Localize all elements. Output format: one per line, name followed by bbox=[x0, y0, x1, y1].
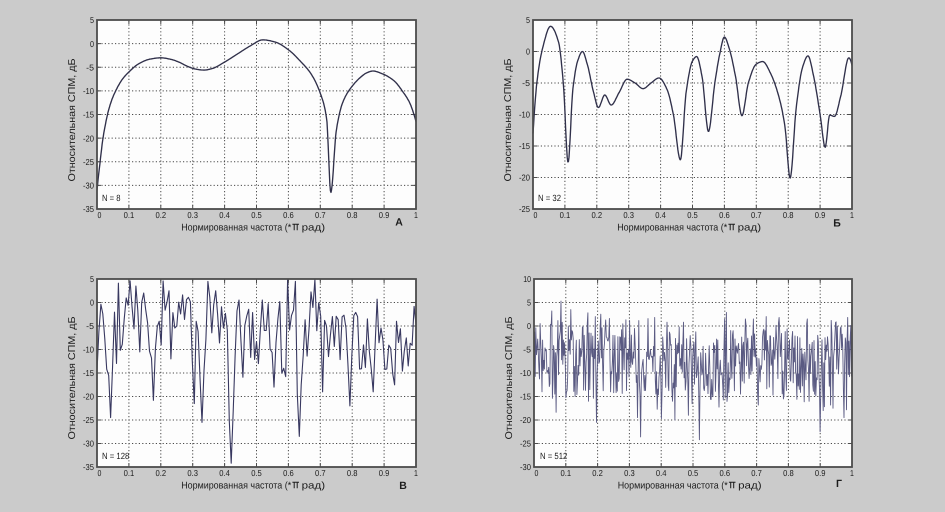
svg-text:0.9: 0.9 bbox=[815, 210, 826, 220]
svg-text:0.4: 0.4 bbox=[655, 210, 666, 220]
svg-text:0.4: 0.4 bbox=[656, 468, 667, 478]
svg-text:0.1: 0.1 bbox=[124, 468, 135, 478]
svg-text:В: В bbox=[399, 480, 407, 492]
svg-text:-25: -25 bbox=[83, 415, 94, 425]
svg-text:0.8: 0.8 bbox=[347, 210, 358, 220]
svg-text:Нормированная частота (*: Нормированная частота (* bbox=[618, 480, 728, 491]
svg-text:0.3: 0.3 bbox=[187, 210, 198, 220]
svg-text:0: 0 bbox=[535, 468, 539, 478]
svg-text:0.5: 0.5 bbox=[687, 210, 698, 220]
svg-text:0.6: 0.6 bbox=[720, 468, 731, 478]
svg-text:0.4: 0.4 bbox=[219, 210, 230, 220]
svg-text:0.6: 0.6 bbox=[283, 468, 294, 478]
svg-text:5: 5 bbox=[90, 15, 94, 25]
svg-text:-30: -30 bbox=[520, 462, 531, 472]
svg-text:0.4: 0.4 bbox=[219, 468, 230, 478]
svg-text:-25: -25 bbox=[519, 204, 530, 214]
svg-text:0.7: 0.7 bbox=[315, 468, 326, 478]
svg-text:0.9: 0.9 bbox=[379, 210, 390, 220]
svg-text:0: 0 bbox=[98, 210, 102, 220]
svg-text:-20: -20 bbox=[83, 133, 94, 143]
svg-text:Относительная СПМ, дБ: Относительная СПМ, дБ bbox=[67, 317, 78, 440]
svg-text:N = 128: N = 128 bbox=[102, 451, 129, 461]
svg-text:0: 0 bbox=[534, 210, 538, 220]
svg-text:-35: -35 bbox=[83, 204, 94, 214]
svg-text:0.6: 0.6 bbox=[719, 210, 730, 220]
svg-text:-10: -10 bbox=[519, 110, 530, 120]
svg-text:рад): рад) bbox=[302, 480, 326, 491]
svg-text:рад): рад) bbox=[302, 222, 326, 233]
svg-text:0.3: 0.3 bbox=[187, 468, 198, 478]
svg-text:0.1: 0.1 bbox=[560, 210, 571, 220]
svg-text:0.5: 0.5 bbox=[688, 468, 699, 478]
svg-text:-10: -10 bbox=[83, 86, 94, 96]
svg-text:N = 32: N = 32 bbox=[538, 193, 561, 203]
svg-text:-25: -25 bbox=[520, 439, 531, 449]
svg-text:0.8: 0.8 bbox=[783, 210, 794, 220]
svg-text:0.5: 0.5 bbox=[251, 468, 262, 478]
svg-text:5: 5 bbox=[90, 274, 94, 284]
svg-text:N = 512: N = 512 bbox=[540, 451, 567, 461]
svg-text:0.1: 0.1 bbox=[124, 210, 135, 220]
svg-text:0.2: 0.2 bbox=[592, 210, 603, 220]
svg-text:0: 0 bbox=[90, 39, 94, 49]
svg-text:-20: -20 bbox=[519, 173, 530, 183]
svg-text:0: 0 bbox=[98, 468, 102, 478]
svg-text:-15: -15 bbox=[83, 110, 94, 120]
svg-text:-35: -35 bbox=[83, 462, 94, 472]
svg-text:0.9: 0.9 bbox=[379, 468, 390, 478]
svg-text:Нормированная частота (*: Нормированная частота (* bbox=[617, 222, 727, 233]
svg-text:0.3: 0.3 bbox=[623, 210, 634, 220]
svg-text:-15: -15 bbox=[83, 368, 94, 378]
svg-text:-30: -30 bbox=[83, 439, 94, 449]
svg-text:5: 5 bbox=[527, 298, 531, 308]
svg-text:1: 1 bbox=[414, 210, 418, 220]
svg-text:-25: -25 bbox=[83, 157, 94, 167]
svg-text:Г: Г bbox=[836, 478, 842, 490]
svg-text:0.2: 0.2 bbox=[156, 210, 167, 220]
svg-text:Относительная СПМ, дБ: Относительная СПМ, дБ bbox=[67, 59, 78, 182]
svg-text:рад): рад) bbox=[738, 222, 762, 233]
svg-text:5: 5 bbox=[526, 15, 530, 25]
svg-text:-5: -5 bbox=[86, 63, 94, 73]
svg-text:-15: -15 bbox=[519, 141, 530, 151]
svg-text:0.7: 0.7 bbox=[751, 210, 762, 220]
svg-text:0.2: 0.2 bbox=[156, 468, 167, 478]
svg-text:Относительная СПМ, дБ: Относительная СПМ, дБ bbox=[504, 317, 515, 440]
svg-text:-20: -20 bbox=[83, 392, 94, 402]
svg-text:Нормированная частота (*: Нормированная частота (* bbox=[181, 480, 291, 491]
svg-text:0.5: 0.5 bbox=[251, 210, 262, 220]
svg-text:0.8: 0.8 bbox=[347, 468, 358, 478]
svg-text:Нормированная частота (*: Нормированная частота (* bbox=[181, 222, 291, 233]
svg-text:-20: -20 bbox=[520, 415, 531, 425]
svg-text:0.1: 0.1 bbox=[561, 468, 572, 478]
svg-text:0.7: 0.7 bbox=[751, 468, 762, 478]
svg-text:0.8: 0.8 bbox=[783, 468, 794, 478]
svg-text:-30: -30 bbox=[83, 181, 94, 191]
svg-text:1: 1 bbox=[850, 468, 854, 478]
svg-text:0: 0 bbox=[526, 47, 530, 57]
svg-text:-10: -10 bbox=[83, 345, 94, 355]
svg-text:1: 1 bbox=[850, 210, 854, 220]
svg-text:10: 10 bbox=[523, 274, 531, 284]
svg-text:-5: -5 bbox=[523, 345, 531, 355]
svg-text:А: А bbox=[395, 217, 403, 229]
svg-text:-10: -10 bbox=[520, 368, 531, 378]
svg-text:N = 8: N = 8 bbox=[102, 193, 121, 203]
svg-text:-15: -15 bbox=[520, 392, 531, 402]
svg-text:0.2: 0.2 bbox=[592, 468, 603, 478]
svg-text:0.6: 0.6 bbox=[283, 210, 294, 220]
svg-text:Относительная СПМ, дБ: Относительная СПМ, дБ bbox=[503, 59, 514, 182]
svg-text:рад): рад) bbox=[738, 480, 762, 491]
svg-text:0.7: 0.7 bbox=[315, 210, 326, 220]
svg-text:Б: Б bbox=[833, 218, 841, 230]
svg-text:0: 0 bbox=[90, 298, 94, 308]
svg-text:0: 0 bbox=[527, 321, 531, 331]
svg-text:-5: -5 bbox=[86, 321, 94, 331]
svg-text:-5: -5 bbox=[522, 78, 530, 88]
svg-text:0.9: 0.9 bbox=[815, 468, 826, 478]
svg-text:1: 1 bbox=[414, 468, 418, 478]
svg-text:0.3: 0.3 bbox=[624, 468, 635, 478]
